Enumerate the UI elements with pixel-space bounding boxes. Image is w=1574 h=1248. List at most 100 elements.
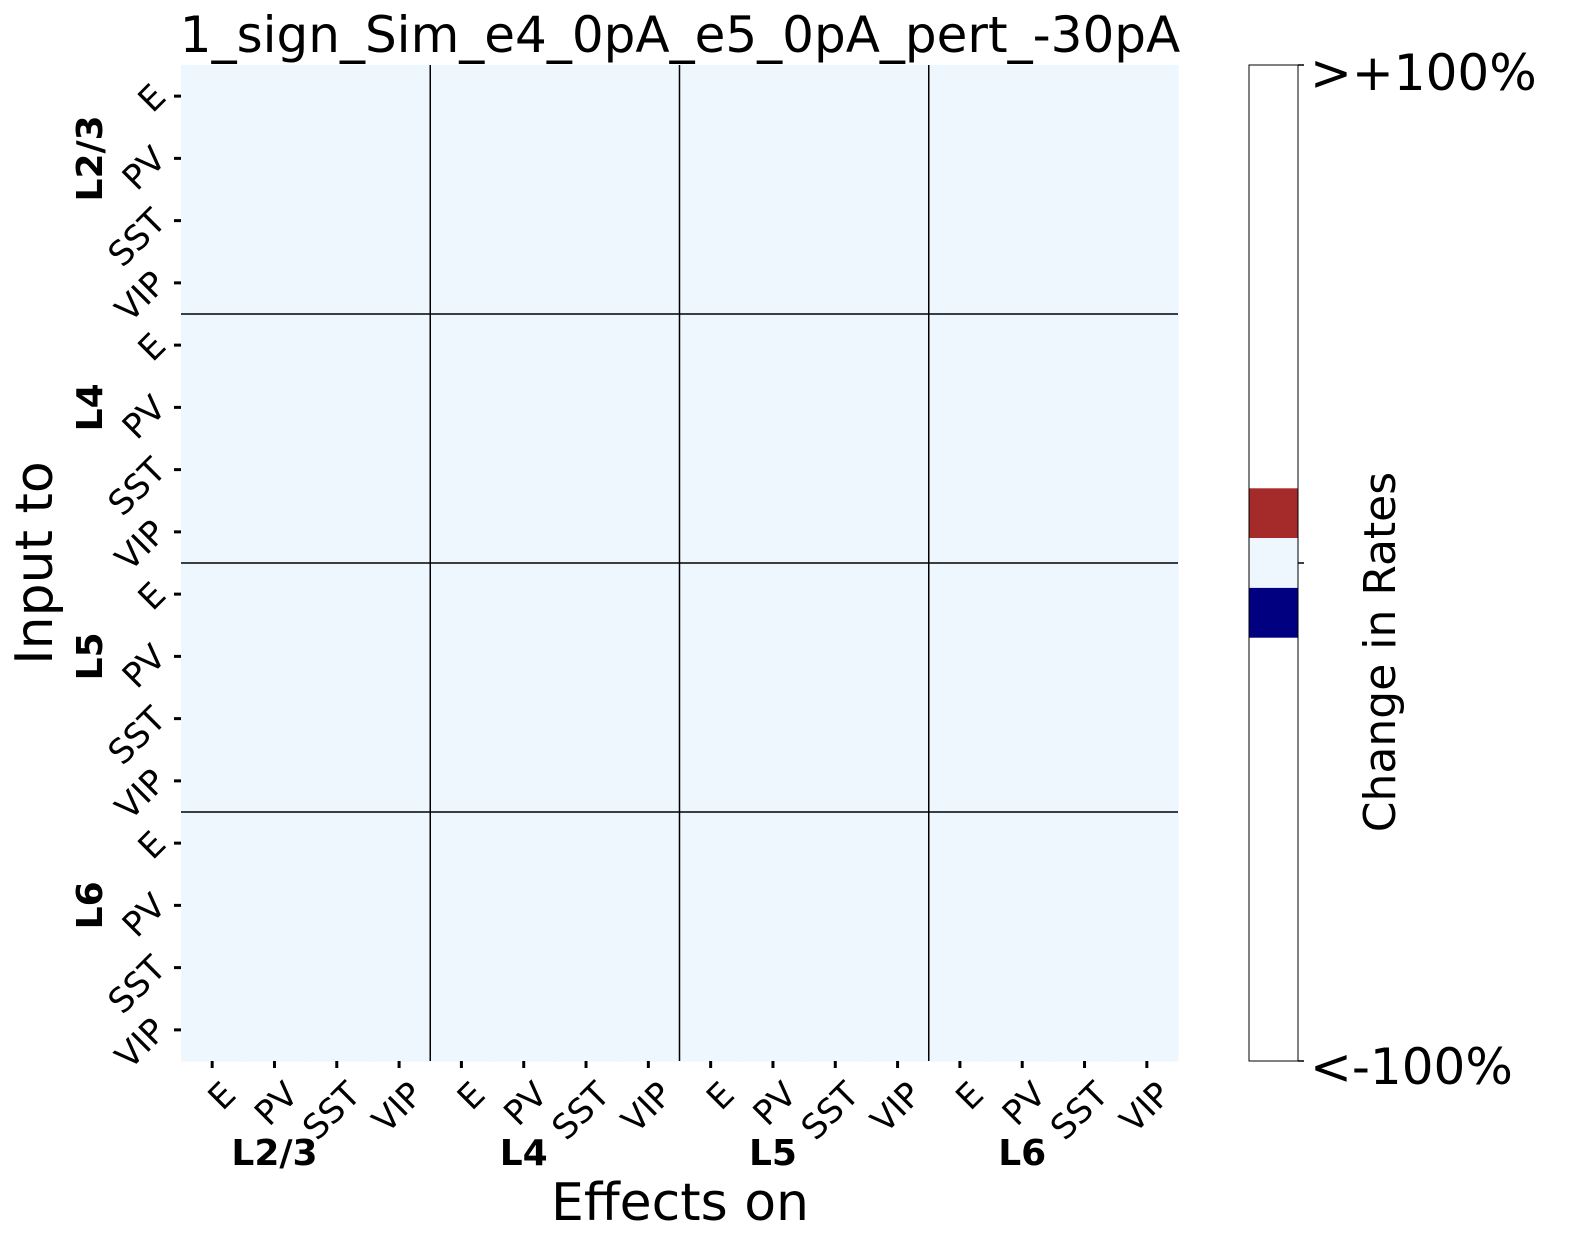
- heatmap-cell: [305, 376, 369, 440]
- heatmap-cell: [866, 563, 930, 626]
- x-axis-label: Effects on: [551, 1173, 809, 1233]
- y-tick-label: VIP: [108, 513, 174, 579]
- heatmap-cell: [866, 998, 930, 1062]
- heatmap-cell: [991, 189, 1054, 253]
- heatmap-cell: [928, 812, 992, 875]
- heatmap-cell: [1115, 874, 1179, 938]
- colorbar-band: [1249, 488, 1298, 539]
- heatmap-cell: [243, 438, 307, 502]
- heatmap-cell: [866, 189, 930, 253]
- heatmap-cell: [617, 687, 681, 751]
- heatmap-cell: [305, 812, 369, 875]
- heatmap-cell: [305, 874, 369, 938]
- heatmap-cell: [679, 65, 743, 128]
- heatmap-cell: [928, 874, 992, 938]
- x-tick-label: SST: [794, 1074, 868, 1148]
- heatmap-cell: [430, 874, 494, 938]
- heatmap-cell: [554, 874, 618, 938]
- heatmap-cell: [305, 314, 369, 377]
- heatmap-cell: [866, 127, 930, 191]
- heatmap-cell: [866, 749, 930, 813]
- heatmap-cell: [305, 625, 369, 689]
- y-tick-label: SST: [101, 201, 175, 275]
- heatmap-cell: [991, 563, 1054, 626]
- heatmap-cell: [804, 314, 868, 377]
- y-tick-label: SST: [101, 699, 175, 773]
- y-group-label: L2/3: [70, 115, 111, 201]
- heatmap-cell: [991, 874, 1054, 938]
- heatmap-cell: [554, 936, 618, 1000]
- heatmap-cell: [554, 376, 618, 440]
- y-group-label: L4: [70, 383, 111, 431]
- heatmap-cell: [554, 438, 618, 502]
- heatmap-cell: [1053, 376, 1117, 440]
- heatmap-cell: [430, 500, 494, 564]
- heatmap-cell: [617, 874, 681, 938]
- heatmap-cell: [243, 687, 307, 751]
- x-tick-label: SST: [1043, 1074, 1117, 1148]
- heatmap-cell: [243, 625, 307, 689]
- heatmap-cell: [804, 563, 868, 626]
- heatmap-cell: [866, 687, 930, 751]
- heatmap-cell: [181, 687, 244, 751]
- heatmap-cell: [741, 874, 805, 938]
- heatmap-cell: [804, 500, 868, 564]
- heatmap-cell: [367, 65, 431, 128]
- heatmap-cell: [741, 563, 805, 626]
- x-tick-label: PV: [746, 1075, 805, 1134]
- x-tick-label: VIP: [863, 1075, 929, 1141]
- heatmap-cell: [1053, 936, 1117, 1000]
- heatmap-cell: [804, 998, 868, 1062]
- heatmap-cell: [804, 376, 868, 440]
- heatmap-cell: [430, 563, 494, 626]
- x-tick-label: PV: [995, 1075, 1054, 1134]
- heatmap-cell: [928, 314, 992, 377]
- heatmap-cell: [367, 998, 431, 1062]
- heatmap-cell: [804, 189, 868, 253]
- heatmap-cell: [1053, 251, 1117, 315]
- heatmap-cell: [367, 500, 431, 564]
- heatmap-cell: [181, 998, 244, 1062]
- y-tick-label: E: [131, 77, 174, 120]
- heatmap-cell: [492, 127, 556, 191]
- heatmap-cell: [617, 189, 681, 253]
- heatmap-cell: [866, 625, 930, 689]
- heatmap-cell: [617, 749, 681, 813]
- heatmap-cell: [679, 563, 743, 626]
- heatmap-cell: [243, 563, 307, 626]
- heatmap-cell: [243, 65, 307, 128]
- y-axis-label: Input to: [5, 461, 65, 664]
- heatmap-cell: [181, 874, 244, 938]
- y-tick-label: SST: [101, 948, 175, 1022]
- heatmap-cell: [243, 314, 307, 377]
- heatmap-cell: [804, 874, 868, 938]
- heatmap-cell: [181, 189, 244, 253]
- heatmap-cell: [928, 749, 992, 813]
- heatmap-cell: [367, 189, 431, 253]
- heatmap-cell: [741, 251, 805, 315]
- heatmap-cell: [741, 314, 805, 377]
- heatmap-cell: [741, 998, 805, 1062]
- heatmap-cell: [367, 438, 431, 502]
- heatmap-cell: [991, 376, 1054, 440]
- heatmap-cell: [492, 438, 556, 502]
- heatmap-cell: [1115, 65, 1179, 128]
- heatmap-cell: [367, 251, 431, 315]
- colorbar-max-label: >+100%: [1310, 44, 1537, 102]
- heatmap-cell: [1115, 314, 1179, 377]
- heatmap-cell: [554, 687, 618, 751]
- heatmap-cell: [492, 625, 556, 689]
- heatmap-cell: [430, 65, 494, 128]
- heatmap-cell: [430, 998, 494, 1062]
- y-group-label: L5: [70, 632, 111, 680]
- heatmap-cell: [305, 500, 369, 564]
- heatmap-cell: [991, 812, 1054, 875]
- heatmap-cell: [367, 874, 431, 938]
- heatmap-cell: [617, 563, 681, 626]
- heatmap-cell: [679, 749, 743, 813]
- heatmap-cell: [617, 998, 681, 1062]
- heatmap-cell: [430, 687, 494, 751]
- heatmap-cell: [492, 874, 556, 938]
- heatmap-cell: [679, 625, 743, 689]
